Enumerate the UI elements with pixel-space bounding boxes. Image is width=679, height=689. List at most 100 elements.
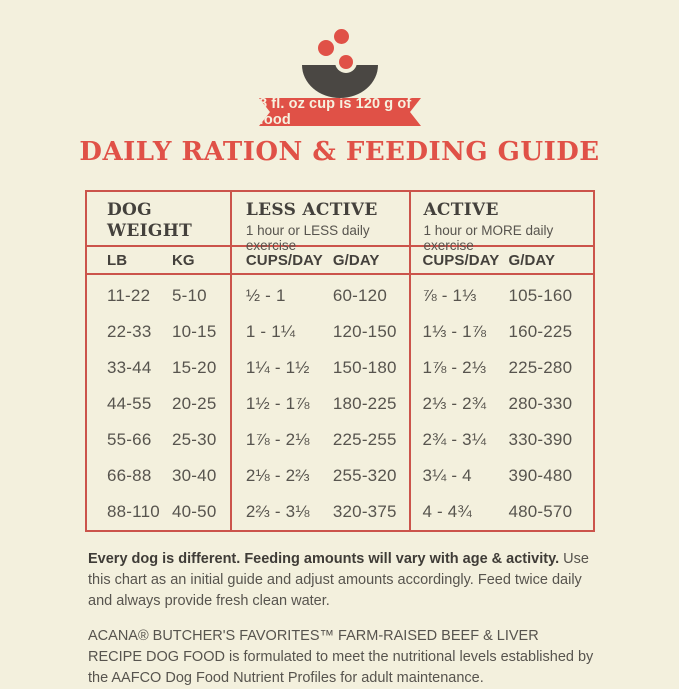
col-header-lb: LB <box>107 251 128 269</box>
table-row: 2⅔ - 3⅛ 320-375 <box>232 494 410 530</box>
col-header-kg: KG <box>172 251 195 269</box>
cell-cups: 1⅞ - 2⅓ <box>422 358 487 377</box>
cell-lb: 22-33 <box>107 322 152 341</box>
cell-grams: 320-375 <box>332 502 397 521</box>
cell-grams: 255-320 <box>332 466 397 485</box>
cell-cups: 1⅞ - 2⅛ <box>245 430 310 449</box>
cell-kg: 40-50 <box>172 502 217 521</box>
table-row: 1¼ - 1½ 150-180 <box>232 350 410 386</box>
col-header-g-day: G/DAY <box>332 251 380 269</box>
group-body: 11-22 5-10 22-33 10-15 33-44 15-20 44-55 20-… <box>87 275 230 530</box>
cell-cups: 2⅛ - 2⅔ <box>245 466 310 485</box>
cell-kg: 20-25 <box>172 394 217 413</box>
table-row: 2¾ - 3¼ 330-390 <box>411 422 593 458</box>
cell-grams: 225-280 <box>508 358 573 377</box>
subheader-row: CUPS/DAY G/DAY <box>231 247 410 275</box>
cell-lb: 88-110 <box>107 502 160 521</box>
table-row: 11-22 5-10 <box>87 278 230 314</box>
cell-cups: ⅞ - 1⅓ <box>422 286 477 305</box>
cell-grams: 120-150 <box>332 322 397 341</box>
cell-cups: 2⅔ - 3⅛ <box>245 502 310 521</box>
group-header: LESS ACTIVE 1 hour or LESS daily exercis… <box>231 192 410 253</box>
cell-grams: 180-225 <box>332 394 397 413</box>
feeding-note-rest: Use this chart as an initial guide and a… <box>88 551 589 609</box>
kibble-dot-icon <box>339 55 353 69</box>
cell-lb: 44-55 <box>107 394 152 413</box>
group-body: ⅞ - 1⅓ 105-160 1⅓ - 1⅞ 160-225 1⅞ - 2⅓ 225-… <box>411 275 593 530</box>
bowl-icon <box>0 0 679 130</box>
group-title: LESS ACTIVE <box>245 200 378 220</box>
cup-measure-ribbon: 8 fl. oz cup is 120 g of food <box>259 98 421 126</box>
group-title: DOG WEIGHT <box>107 200 193 241</box>
cell-kg: 30-40 <box>172 466 217 485</box>
cell-cups: ½ - 1 <box>245 286 286 305</box>
table-row: 88-110 40-50 <box>87 494 230 530</box>
footnotes: Every dog is different. Feeding amounts … <box>88 549 596 689</box>
cell-kg: 10-15 <box>172 322 217 341</box>
feeding-table: DOG WEIGHT LB KG 11-22 5-10 22-33 10-15 33… <box>85 190 595 532</box>
cell-kg: 5-10 <box>172 286 207 305</box>
subheader-row: CUPS/DAY G/DAY <box>411 247 593 275</box>
subheader-row: LB KG <box>87 247 230 275</box>
group-header: ACTIVE 1 hour or MORE daily exercise <box>411 192 593 253</box>
cell-grams: 150-180 <box>332 358 397 377</box>
table-row: 2⅓ - 2¾ 280-330 <box>411 386 593 422</box>
aafco-statement: ACANA® BUTCHER'S FAVORITES™ FARM-RAISED … <box>88 628 594 686</box>
table-row: 2⅛ - 2⅔ 255-320 <box>232 458 410 494</box>
page-title: DAILY RATION & FEEDING GUIDE <box>79 137 600 167</box>
cell-grams: 280-330 <box>508 394 573 413</box>
table-row: 4 - 4¾ 480-570 <box>411 494 593 530</box>
group-subtitle: 1 hour or MORE daily exercise <box>423 222 554 253</box>
table-row: 1⅞ - 2⅛ 225-255 <box>232 422 410 458</box>
cell-grams: 105-160 <box>508 286 573 305</box>
cell-grams: 390-480 <box>508 466 573 485</box>
kibble-dot-icon <box>318 40 334 56</box>
cell-grams: 225-255 <box>332 430 397 449</box>
table-row: 1½ - 1⅞ 180-225 <box>232 386 410 422</box>
cell-cups: 1½ - 1⅞ <box>245 394 310 413</box>
col-header-g-day: G/DAY <box>508 251 556 269</box>
column-group-active: ACTIVE 1 hour or MORE daily exercise CUP… <box>409 192 593 530</box>
cell-cups: 1⅓ - 1⅞ <box>422 322 487 341</box>
group-subtitle: 1 hour or LESS daily exercise <box>245 222 370 253</box>
cell-lb: 33-44 <box>107 358 152 377</box>
cell-cups: 3¼ - 4 <box>422 466 472 485</box>
cell-kg: 25-30 <box>172 430 217 449</box>
cell-cups: 4 - 4¾ <box>422 502 472 521</box>
table-row: 1 - 1¼ 120-150 <box>232 314 410 350</box>
table-row: 22-33 10-15 <box>87 314 230 350</box>
column-group-less-active: LESS ACTIVE 1 hour or LESS daily exercis… <box>229 192 410 530</box>
col-header-cups-day: CUPS/DAY <box>422 251 500 269</box>
kibble-dot-icon <box>334 29 349 44</box>
cell-lb: 55-66 <box>107 430 152 449</box>
feeding-note-bold: Every dog is different. Feeding amounts … <box>88 551 560 567</box>
table-row: 1⅞ - 2⅓ 225-280 <box>411 350 593 386</box>
cup-measure-text: 8 fl. oz cup is 120 g of food <box>259 96 412 128</box>
table-row: 33-44 15-20 <box>87 350 230 386</box>
group-header: DOG WEIGHT <box>87 192 230 247</box>
group-title: ACTIVE <box>423 200 499 220</box>
table-row: 1⅓ - 1⅞ 160-225 <box>411 314 593 350</box>
table-row: 3¼ - 4 390-480 <box>411 458 593 494</box>
cell-cups: 2⅓ - 2¾ <box>422 394 487 413</box>
table-row: 55-66 25-30 <box>87 422 230 458</box>
table-row: ⅞ - 1⅓ 105-160 <box>411 278 593 314</box>
table-row: 66-88 30-40 <box>87 458 230 494</box>
cell-lb: 11-22 <box>107 286 151 305</box>
col-header-cups-day: CUPS/DAY <box>245 251 323 269</box>
cell-grams: 330-390 <box>508 430 573 449</box>
cell-cups: 1 - 1¼ <box>245 322 296 341</box>
table-row: 44-55 20-25 <box>87 386 230 422</box>
feeding-note: Every dog is different. Feeding amounts … <box>88 549 596 612</box>
group-body: ½ - 1 60-120 1 - 1¼ 120-150 1¼ - 1½ 150-180… <box>232 275 410 530</box>
cell-cups: 1¼ - 1½ <box>245 358 310 377</box>
cell-cups: 2¾ - 3¼ <box>422 430 487 449</box>
cell-grams: 480-570 <box>508 502 573 521</box>
table-row: ½ - 1 60-120 <box>232 278 410 314</box>
cell-kg: 15-20 <box>172 358 217 377</box>
cell-grams: 160-225 <box>508 322 573 341</box>
column-group-dog-weight: DOG WEIGHT LB KG 11-22 5-10 22-33 10-15 33… <box>87 192 230 530</box>
cell-grams: 60-120 <box>332 286 387 305</box>
cell-lb: 66-88 <box>107 466 152 485</box>
